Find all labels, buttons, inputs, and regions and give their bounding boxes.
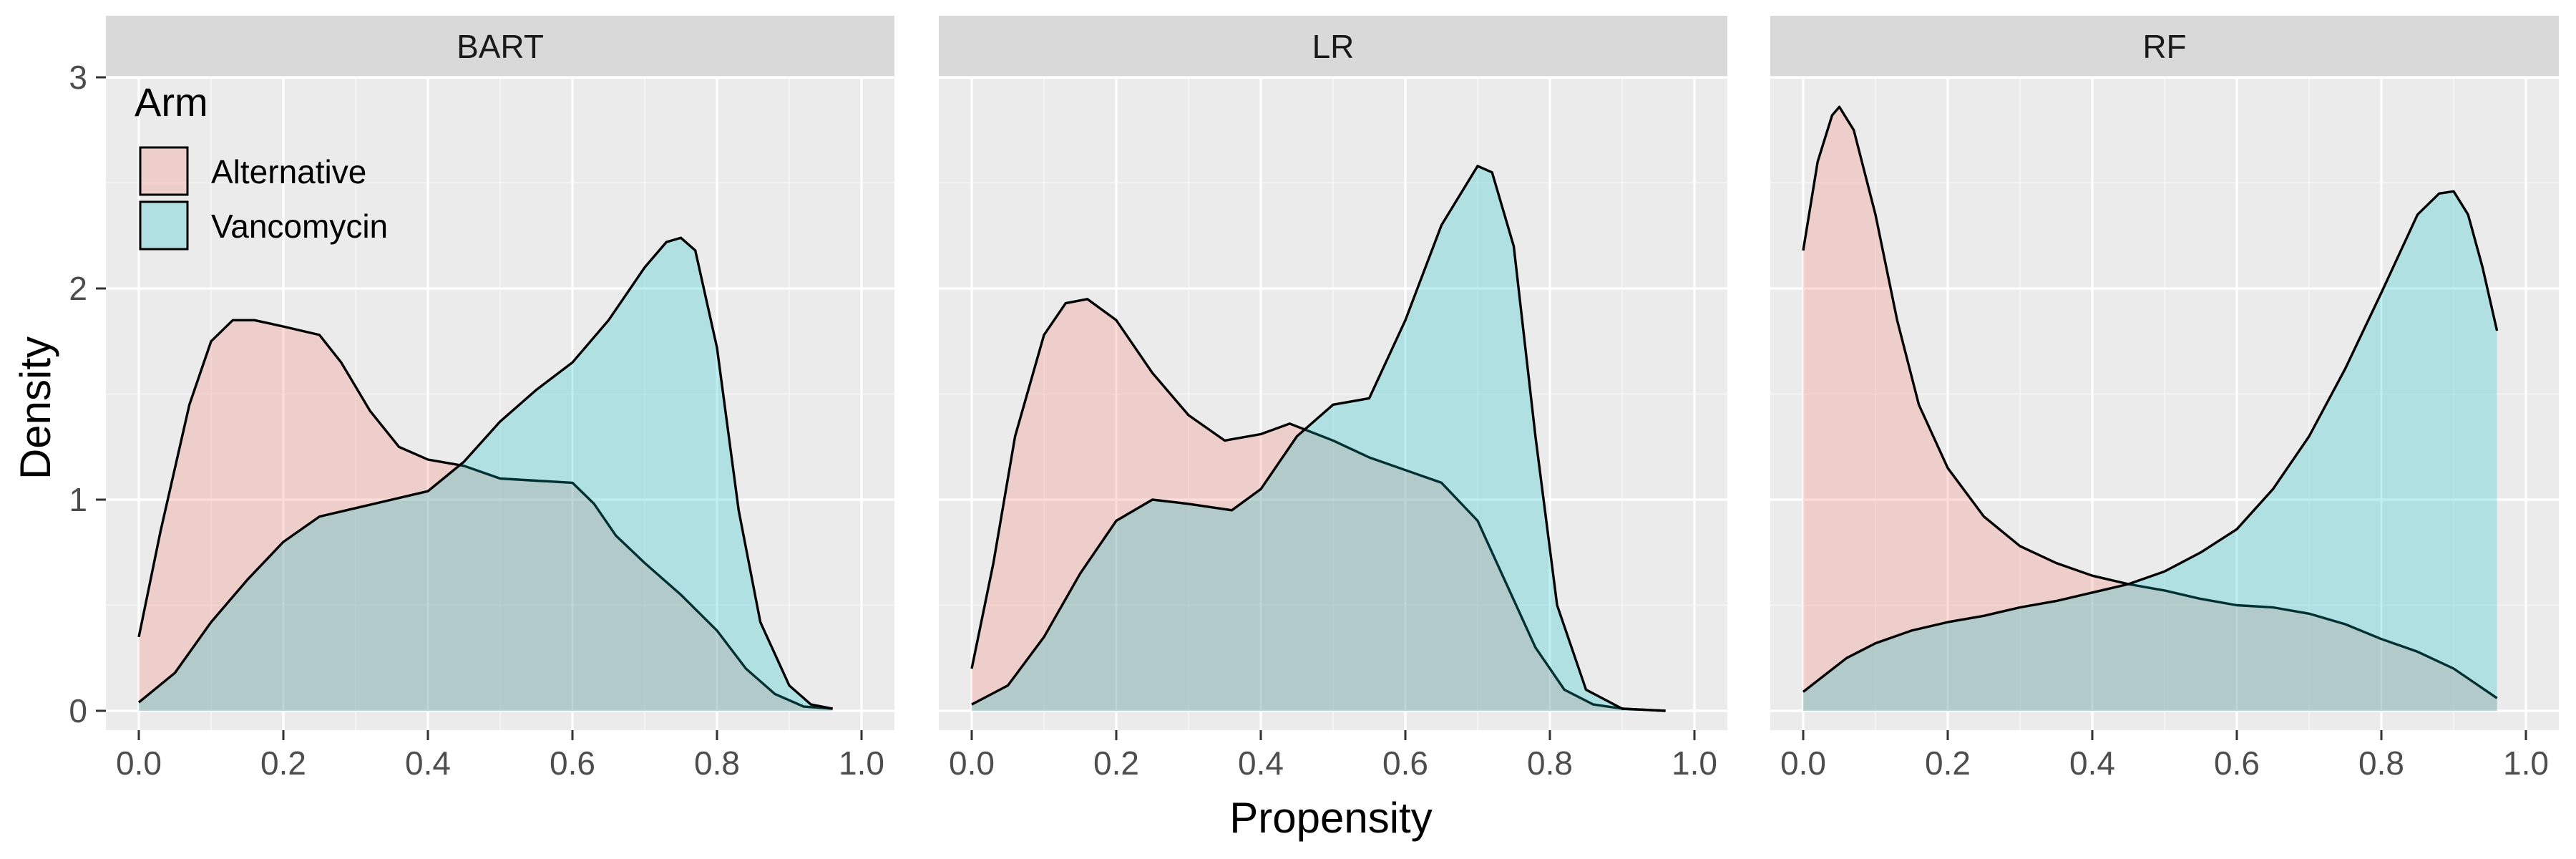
x-tick-label: 1.0 bbox=[1672, 744, 1717, 782]
legend-label-vancomycin: Vancomycin bbox=[211, 208, 388, 245]
density-area-vancomycin bbox=[139, 238, 833, 711]
x-tick-label: 1.0 bbox=[839, 744, 884, 782]
x-tick-label: 1.0 bbox=[2503, 744, 2549, 782]
strip-rf bbox=[1770, 16, 2559, 77]
x-tick-label: 0.8 bbox=[2358, 744, 2404, 782]
density-area-alternative bbox=[1803, 107, 2497, 712]
density-line-vancomycin bbox=[137, 236, 833, 710]
legend-title: Arm bbox=[135, 79, 208, 125]
x-tick-label: 0.2 bbox=[1925, 744, 1971, 782]
x-tick-label: 0.4 bbox=[2069, 744, 2115, 782]
x-tick-label: 0.0 bbox=[949, 744, 995, 782]
density-line-vancomycin bbox=[1802, 190, 2499, 693]
x-tick-label: 0.4 bbox=[1238, 744, 1284, 782]
y-tick-label: 0 bbox=[69, 692, 87, 729]
density-area-vancomycin bbox=[972, 165, 1666, 711]
density-line-alternative bbox=[970, 298, 1666, 712]
x-tick-label: 0.2 bbox=[260, 744, 306, 782]
strip-bart bbox=[106, 16, 894, 77]
density-line-alternative bbox=[1802, 105, 2498, 699]
x-tick-label: 0.0 bbox=[1780, 744, 1826, 782]
panel-lr: LR 0.0 0.2 0.4 0.6 0.8 1.0 bbox=[939, 16, 1727, 782]
legend-label-alternative: Alternative bbox=[211, 153, 366, 190]
legend-key-vancomycin bbox=[139, 200, 189, 251]
panel-rf: RF 0.0 0.2 0.4 0.6 0.8 1.0 bbox=[1770, 16, 2559, 782]
x-tick-label: 0.6 bbox=[2214, 744, 2260, 782]
x-tick-label: 0.0 bbox=[116, 744, 162, 782]
facet-panels: BART 0.0 0.2 0.4 0.6 0.8 1.0 0 1 2 3 LR 0.0 0.2 0.4 0.6… bbox=[69, 16, 2559, 782]
strip-label-rf: RF bbox=[2142, 28, 2186, 65]
strip-label-lr: LR bbox=[1312, 28, 1355, 65]
density-line-alternative bbox=[137, 319, 833, 710]
legend-key-alternative bbox=[139, 146, 189, 196]
x-tick-label: 0.8 bbox=[1527, 744, 1573, 782]
density-line-vancomycin bbox=[971, 165, 1666, 712]
x-tick-label: 0.2 bbox=[1093, 744, 1139, 782]
y-axis-title: Density bbox=[11, 336, 59, 480]
density-area-alternative bbox=[972, 299, 1666, 711]
y-tick-label: 2 bbox=[69, 270, 87, 307]
x-tick-label: 0.8 bbox=[694, 744, 740, 782]
x-tick-label: 0.6 bbox=[1382, 744, 1428, 782]
y-tick-label: 1 bbox=[69, 481, 87, 518]
x-tick-label: 0.6 bbox=[550, 744, 595, 782]
x-axis-title: Propensity bbox=[1229, 794, 1432, 842]
legend: Arm Alternative Vancomycin bbox=[135, 79, 388, 251]
x-tick-label: 0.4 bbox=[405, 744, 451, 782]
density-area-vancomycin bbox=[1803, 191, 2497, 711]
y-tick-label: 3 bbox=[69, 59, 87, 96]
density-area-alternative bbox=[139, 320, 833, 711]
strip-label-bart: BART bbox=[457, 28, 544, 65]
panel-bart: BART 0.0 0.2 0.4 0.6 0.8 1.0 0 1 2 3 bbox=[69, 16, 894, 782]
strip-lr bbox=[939, 16, 1727, 77]
